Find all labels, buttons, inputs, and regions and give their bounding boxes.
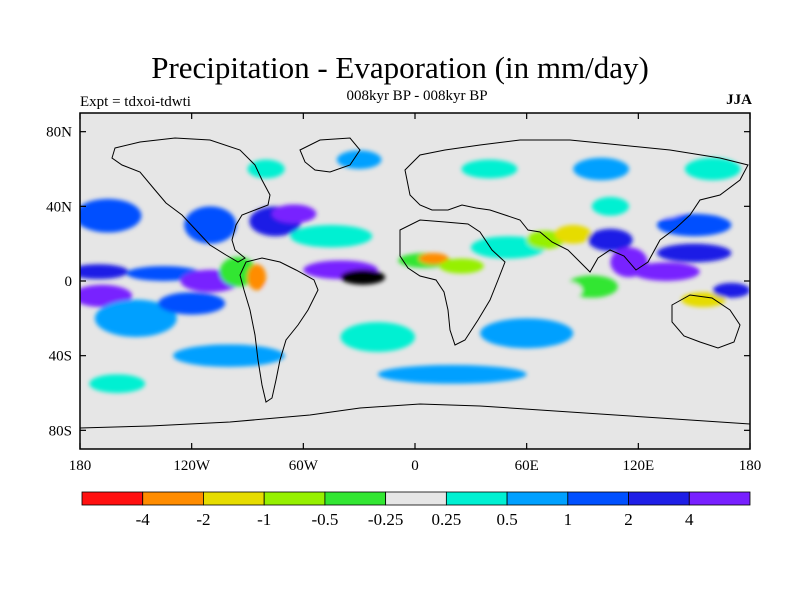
experiment-label: Expt = tdxoi-tdwti (80, 94, 191, 110)
precip-region (588, 228, 633, 252)
precip-region (247, 264, 267, 291)
colorbar-label: -0.5 (311, 510, 338, 529)
precip-region (545, 281, 583, 300)
lat-tick-label: 80N (46, 125, 72, 141)
precip-region (247, 159, 285, 179)
precip-region (264, 279, 324, 302)
lon-tick-label: 0 (411, 458, 419, 474)
coastline-antarctica (80, 403, 750, 429)
colorbar-swatch (324, 491, 387, 506)
precip-region (681, 292, 726, 308)
lon-tick-label: 60E (515, 458, 539, 474)
precip-region (684, 157, 741, 181)
precip-region (656, 243, 732, 263)
colorbar-label: -1 (257, 510, 271, 529)
coastline-eurasia (404, 139, 749, 273)
colorbar-swatch (385, 491, 447, 506)
season-label: JJA (726, 92, 752, 108)
colorbar-label: 0.25 (431, 510, 461, 529)
plot-subtitle: 008kyr BP - 008kyr BP (346, 88, 488, 104)
colorbar-swatch (142, 491, 204, 506)
precip-region (89, 374, 146, 393)
lon-tick-label: 180 (69, 458, 92, 474)
precip-region (480, 318, 574, 349)
colorbar-label: 1 (564, 510, 573, 529)
precip-region (573, 157, 630, 181)
precip-region (591, 197, 630, 216)
lon-tick-label: 60W (289, 458, 319, 474)
plot-title: Precipitation - Evaporation (in mm/day) (151, 50, 649, 85)
precip-region (418, 253, 449, 265)
precip-region (340, 269, 386, 285)
precip-region (94, 299, 177, 338)
lon-tick-label: 180 (739, 458, 762, 474)
colorbar-swatch (628, 491, 690, 506)
colorbar-swatch (81, 491, 144, 506)
precip-region (712, 282, 750, 298)
colorbar-swatch (445, 491, 508, 506)
colorbar-swatch (203, 491, 265, 506)
lon-tick-label: 120W (173, 458, 211, 474)
coastlines (80, 137, 750, 429)
precip-region (439, 258, 484, 274)
colorbar-label: -2 (196, 510, 210, 529)
precip-region (184, 206, 237, 244)
colorbar-swatch (688, 491, 751, 506)
coastline-africa (399, 219, 506, 346)
precip-region (526, 230, 564, 250)
lat-tick-label: 40N (46, 199, 72, 215)
precip-region (158, 292, 226, 315)
colorbar-label: -0.25 (368, 510, 403, 529)
colorbar-label: 2 (624, 510, 633, 529)
colorbar-label: -4 (136, 510, 151, 529)
precip-region (80, 264, 129, 280)
lon-tick-label: 120E (622, 458, 654, 474)
precip-region (271, 204, 317, 224)
precip-region (80, 198, 142, 233)
precip-region (632, 262, 700, 281)
lat-tick-label: 40S (49, 349, 72, 365)
coastline-south-america (239, 257, 319, 403)
colorbar: -4 -2 -1 -0.5 -0.25 0.25 0.5 1 2 4 (81, 491, 751, 529)
colorbar-label: 0.5 (496, 510, 517, 529)
precip-region (290, 225, 373, 248)
axis-ticks: 80N 40N 0 40S 80S 180 120W 60W 0 60E 120E 180 (46, 113, 761, 474)
precip-region (554, 225, 592, 244)
colorbar-swatch (567, 491, 629, 506)
precip-region (461, 159, 518, 179)
coastline-north-america (111, 137, 271, 263)
precip-region (219, 256, 257, 287)
lat-tick-label: 0 (65, 274, 73, 290)
precip-region (647, 195, 685, 218)
lat-tick-label: 80S (49, 423, 72, 439)
precip-region (336, 150, 382, 170)
coastline-australia (671, 294, 741, 349)
precip-region (656, 213, 732, 237)
precip-region (173, 344, 285, 367)
colorbar-swatch (263, 491, 326, 506)
precip-region (340, 322, 415, 352)
precip-region (470, 236, 546, 259)
precip-region (377, 365, 527, 384)
colorbar-swatch (506, 491, 569, 506)
coastline-greenland (299, 137, 361, 173)
colorbar-label: 4 (685, 510, 694, 529)
